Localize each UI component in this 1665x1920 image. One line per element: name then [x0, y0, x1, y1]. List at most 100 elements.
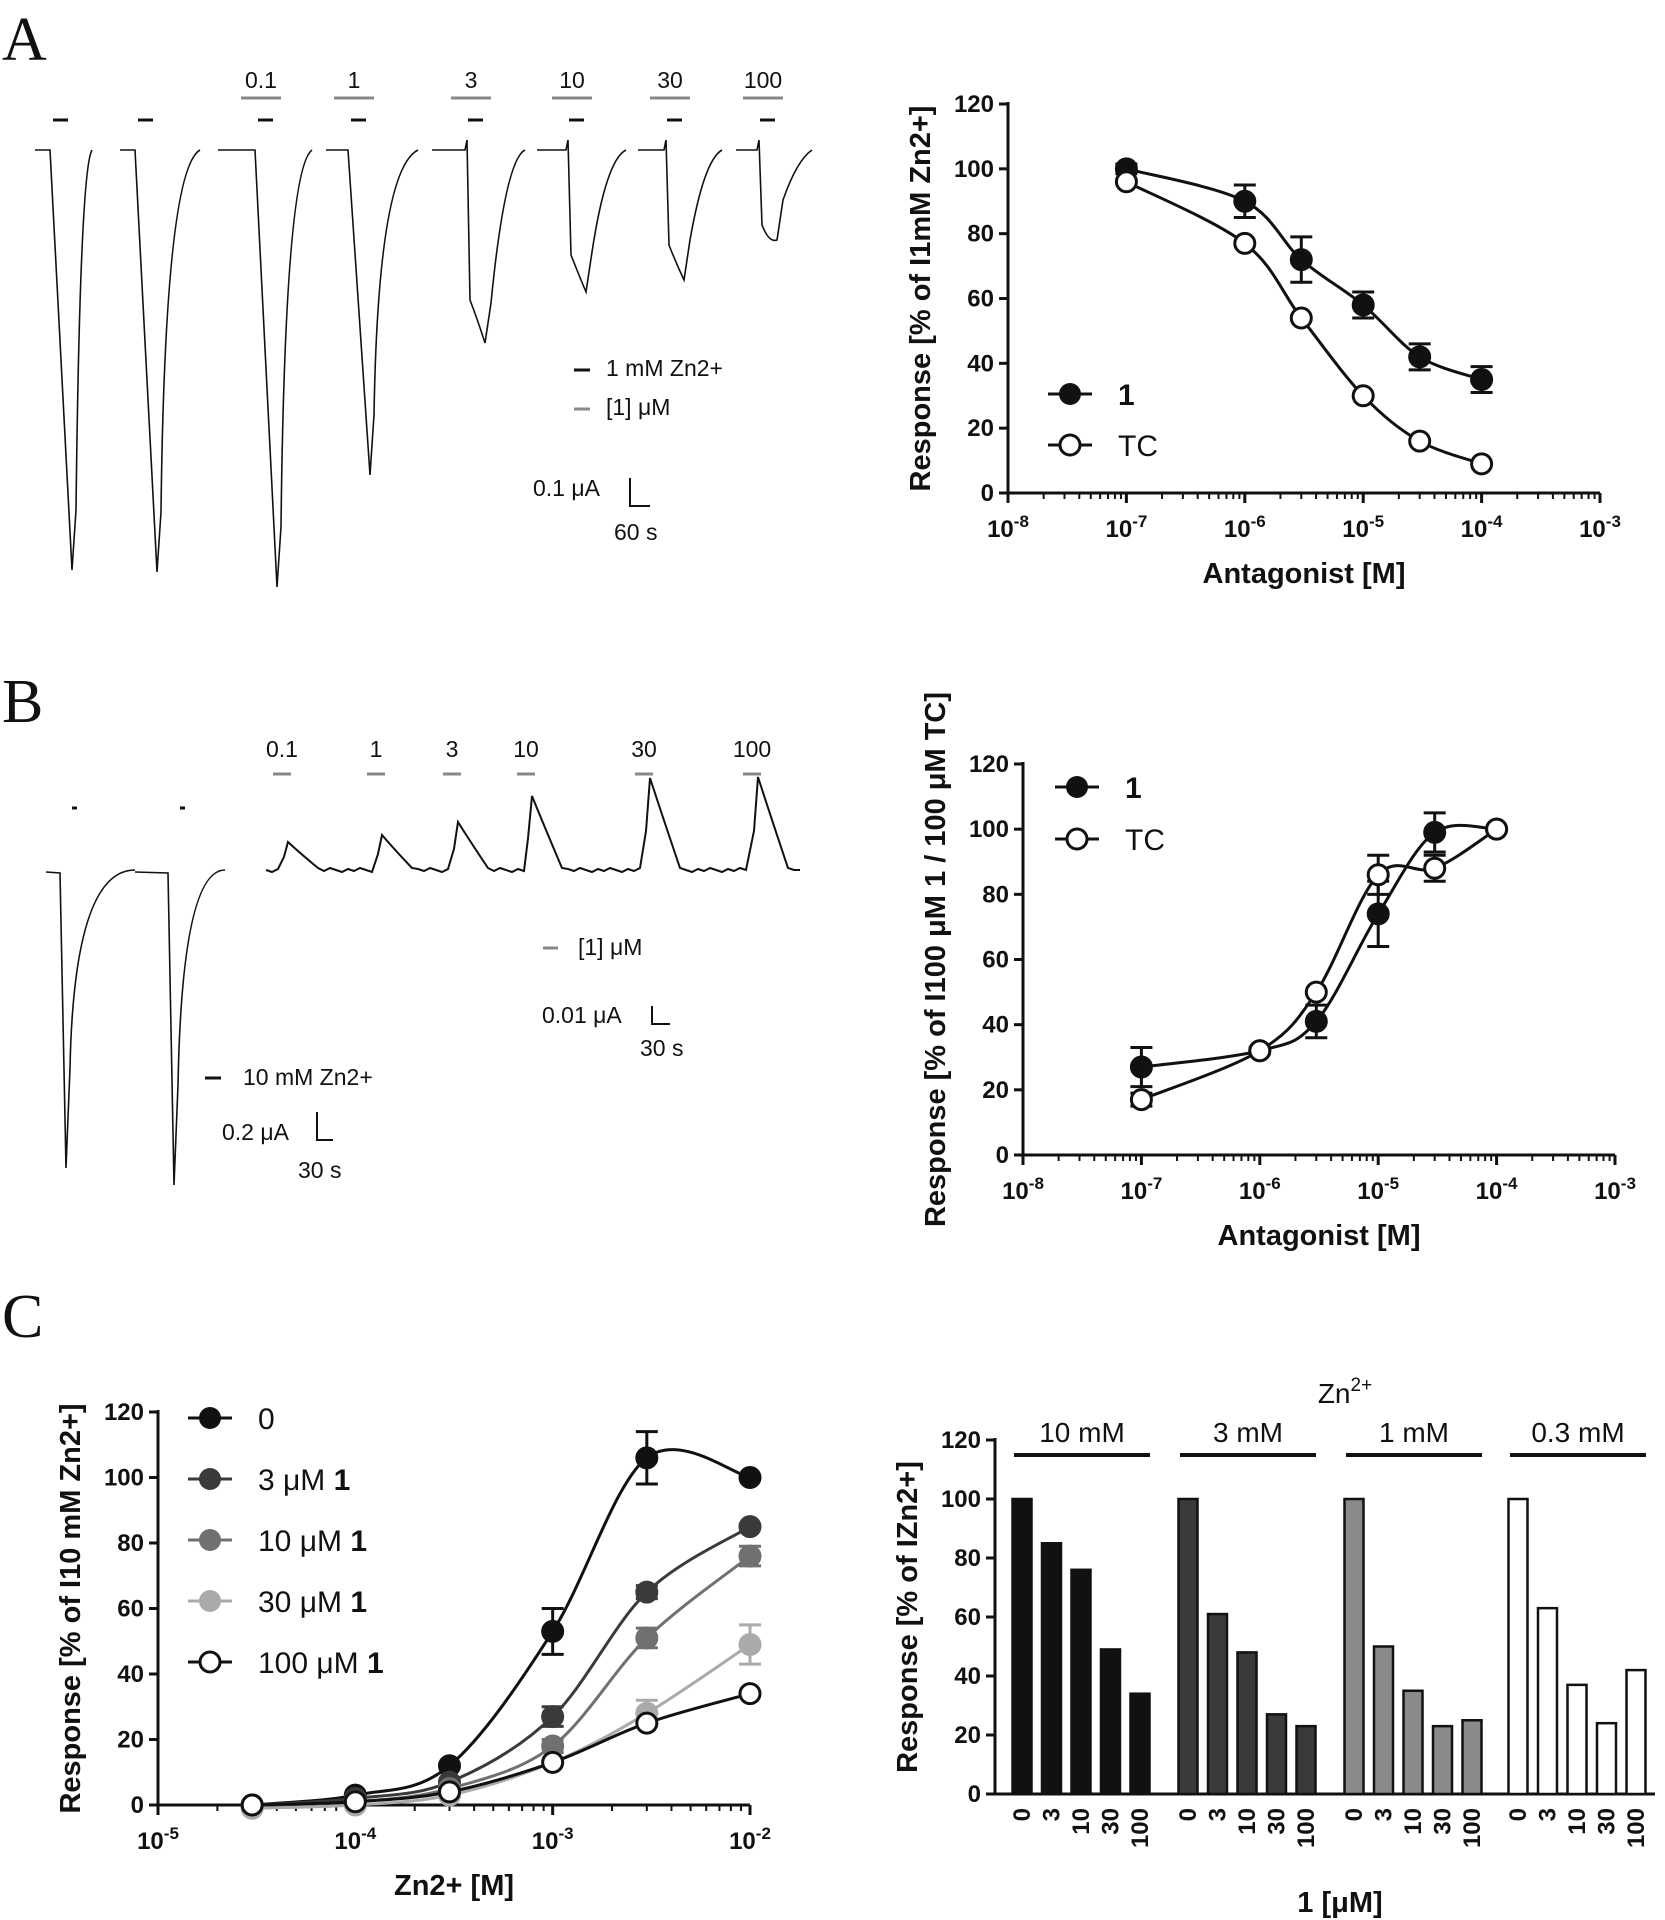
current-sweep-1 [35, 149, 93, 571]
data-point [240, 1793, 264, 1817]
x-tick-label: 10 [1400, 1808, 1427, 1835]
bar [1461, 1719, 1483, 1796]
y-axis-title: Response [% of I10 mM Zn2+] [55, 1403, 87, 1813]
bar [1536, 1606, 1559, 1796]
scalebar-lines [629, 478, 650, 507]
y-tick-label: 0 [968, 1781, 981, 1808]
fit-curve [1126, 167, 1483, 381]
data-point [635, 1626, 659, 1650]
data-point [1351, 384, 1375, 408]
data-point [1129, 1088, 1153, 1112]
trace-b-application-bars: 0.1 1 3 10 30 100 [72, 736, 771, 810]
x-tick-label: 100 [1623, 1808, 1650, 1848]
data-point [1366, 863, 1390, 887]
antagonist-concentration-label: 0.1 [266, 736, 298, 762]
legend-label: 10 μM 1 [258, 1525, 367, 1558]
bar [1129, 1692, 1151, 1796]
y-axis-title: Response [% of I1mM Zn2+] [905, 106, 937, 492]
current-sweep-6 [537, 139, 627, 295]
x-tick-label: 10 [1068, 1808, 1095, 1835]
data-point [1470, 368, 1494, 392]
legend-marker [198, 1650, 222, 1674]
x-tick-label: 10-4 [334, 1824, 376, 1855]
data-point [541, 1750, 565, 1774]
bar [1507, 1497, 1529, 1796]
antagonist-concentration-label: 0.1 [245, 67, 277, 93]
x-tick-label: 10-6 [1239, 1174, 1281, 1205]
x-tick-label: 0 [1009, 1808, 1036, 1821]
legend-marker [199, 1529, 221, 1551]
x-tick-label: 10-5 [1342, 512, 1384, 543]
trace-a-scale-current: 0.1 μA [533, 475, 601, 501]
data-point [1304, 980, 1328, 1004]
scalebar-lines [316, 1112, 333, 1141]
bar-group-3: 1 mM 0 3 10 30 100 [1341, 1417, 1486, 1848]
trace-a-legend-zn: 1 mM Zn2+ [606, 355, 723, 381]
zn-sweep-1 [45, 869, 136, 1169]
y-tick-label: 40 [954, 1663, 981, 1690]
y-tick-label: 100 [969, 816, 1009, 843]
x-tick-label: 10-8 [1002, 1174, 1044, 1205]
data-point [738, 1633, 762, 1657]
x-tick-label: 3 [1535, 1808, 1562, 1821]
antagonist-concentration-label: 3 [465, 67, 478, 93]
x-axis-title: Antagonist [M] [1203, 558, 1406, 590]
legend-marker [1065, 827, 1089, 851]
y-tick-label: 20 [967, 415, 994, 442]
y-tick-label: 100 [954, 156, 994, 183]
chart-c-concentration-response: 0 20 40 60 80 100 120 10-5 10-4 10-3 10-2 Zn2+ [M] R… [55, 1399, 771, 1902]
data-point [1248, 1039, 1272, 1063]
current-sweep-8 [736, 139, 813, 242]
y-tick-label: 120 [941, 1427, 981, 1454]
bar [1040, 1542, 1063, 1796]
legend-label: 100 μM 1 [258, 1647, 384, 1680]
group-label: 0.3 mM [1531, 1417, 1624, 1448]
fit-curve [252, 1692, 751, 1807]
x-tick-label: 10-2 [729, 1824, 771, 1855]
y-tick-label: 80 [117, 1530, 144, 1557]
chart-b-potentiation: 0 20 40 60 80 100 120 10-8 10-7 10-6 10-5 10-4 10-3 A… [920, 692, 1636, 1252]
y-tick-label: 20 [982, 1077, 1009, 1104]
legend-label: 0 [258, 1403, 275, 1436]
panel-letter-a: A [2, 6, 47, 74]
x-tick-label: 10-4 [1476, 1174, 1518, 1205]
data-point [635, 1446, 659, 1470]
data-point [635, 1580, 659, 1604]
bar [1343, 1497, 1365, 1796]
data-point [1470, 452, 1494, 476]
trace-a-scalebar: 0.1 μA 60 s [533, 475, 657, 545]
trace-b-currents [45, 776, 800, 1186]
data-point [1114, 170, 1138, 194]
x-tick-label: 0 [1341, 1808, 1368, 1821]
data-point [1129, 1055, 1153, 1079]
data-point [1351, 293, 1375, 317]
data-point [1408, 429, 1432, 453]
bar [1402, 1689, 1424, 1796]
data-point [1304, 1009, 1328, 1033]
x-tick-label: 100 [1459, 1808, 1486, 1848]
legend-marker [199, 1590, 221, 1612]
x-tick-label: 10 [1564, 1808, 1591, 1835]
current-sweep-7 [638, 139, 723, 283]
trace-a-scale-time: 60 s [614, 519, 657, 545]
data-point [1233, 231, 1257, 255]
x-tick-label: 10-8 [987, 512, 1029, 543]
group-label: 3 mM [1213, 1417, 1283, 1448]
series-5 [240, 1682, 762, 1817]
data-point [541, 1619, 565, 1643]
chart-a-inhibition: 0 20 40 60 80 100 120 10-8 10-7 10-6 10-5 10-4 10-3 A… [905, 91, 1621, 590]
x-tick-label: 10-5 [137, 1824, 179, 1855]
data-point [1289, 248, 1313, 272]
y-tick-label: 40 [967, 350, 994, 377]
y-tick-label: 20 [954, 1722, 981, 1749]
legend-label: 1 [1118, 379, 1135, 412]
y-tick-label: 120 [969, 751, 1009, 778]
bar [1566, 1683, 1588, 1796]
x-tick-label: 10-3 [1594, 1174, 1636, 1205]
data-point [437, 1780, 461, 1804]
x-axis-title: 1 [μM] [1297, 1887, 1382, 1919]
data-point [541, 1705, 565, 1729]
data-point [1485, 817, 1509, 841]
antagonist-concentration-label: 1 [370, 736, 383, 762]
